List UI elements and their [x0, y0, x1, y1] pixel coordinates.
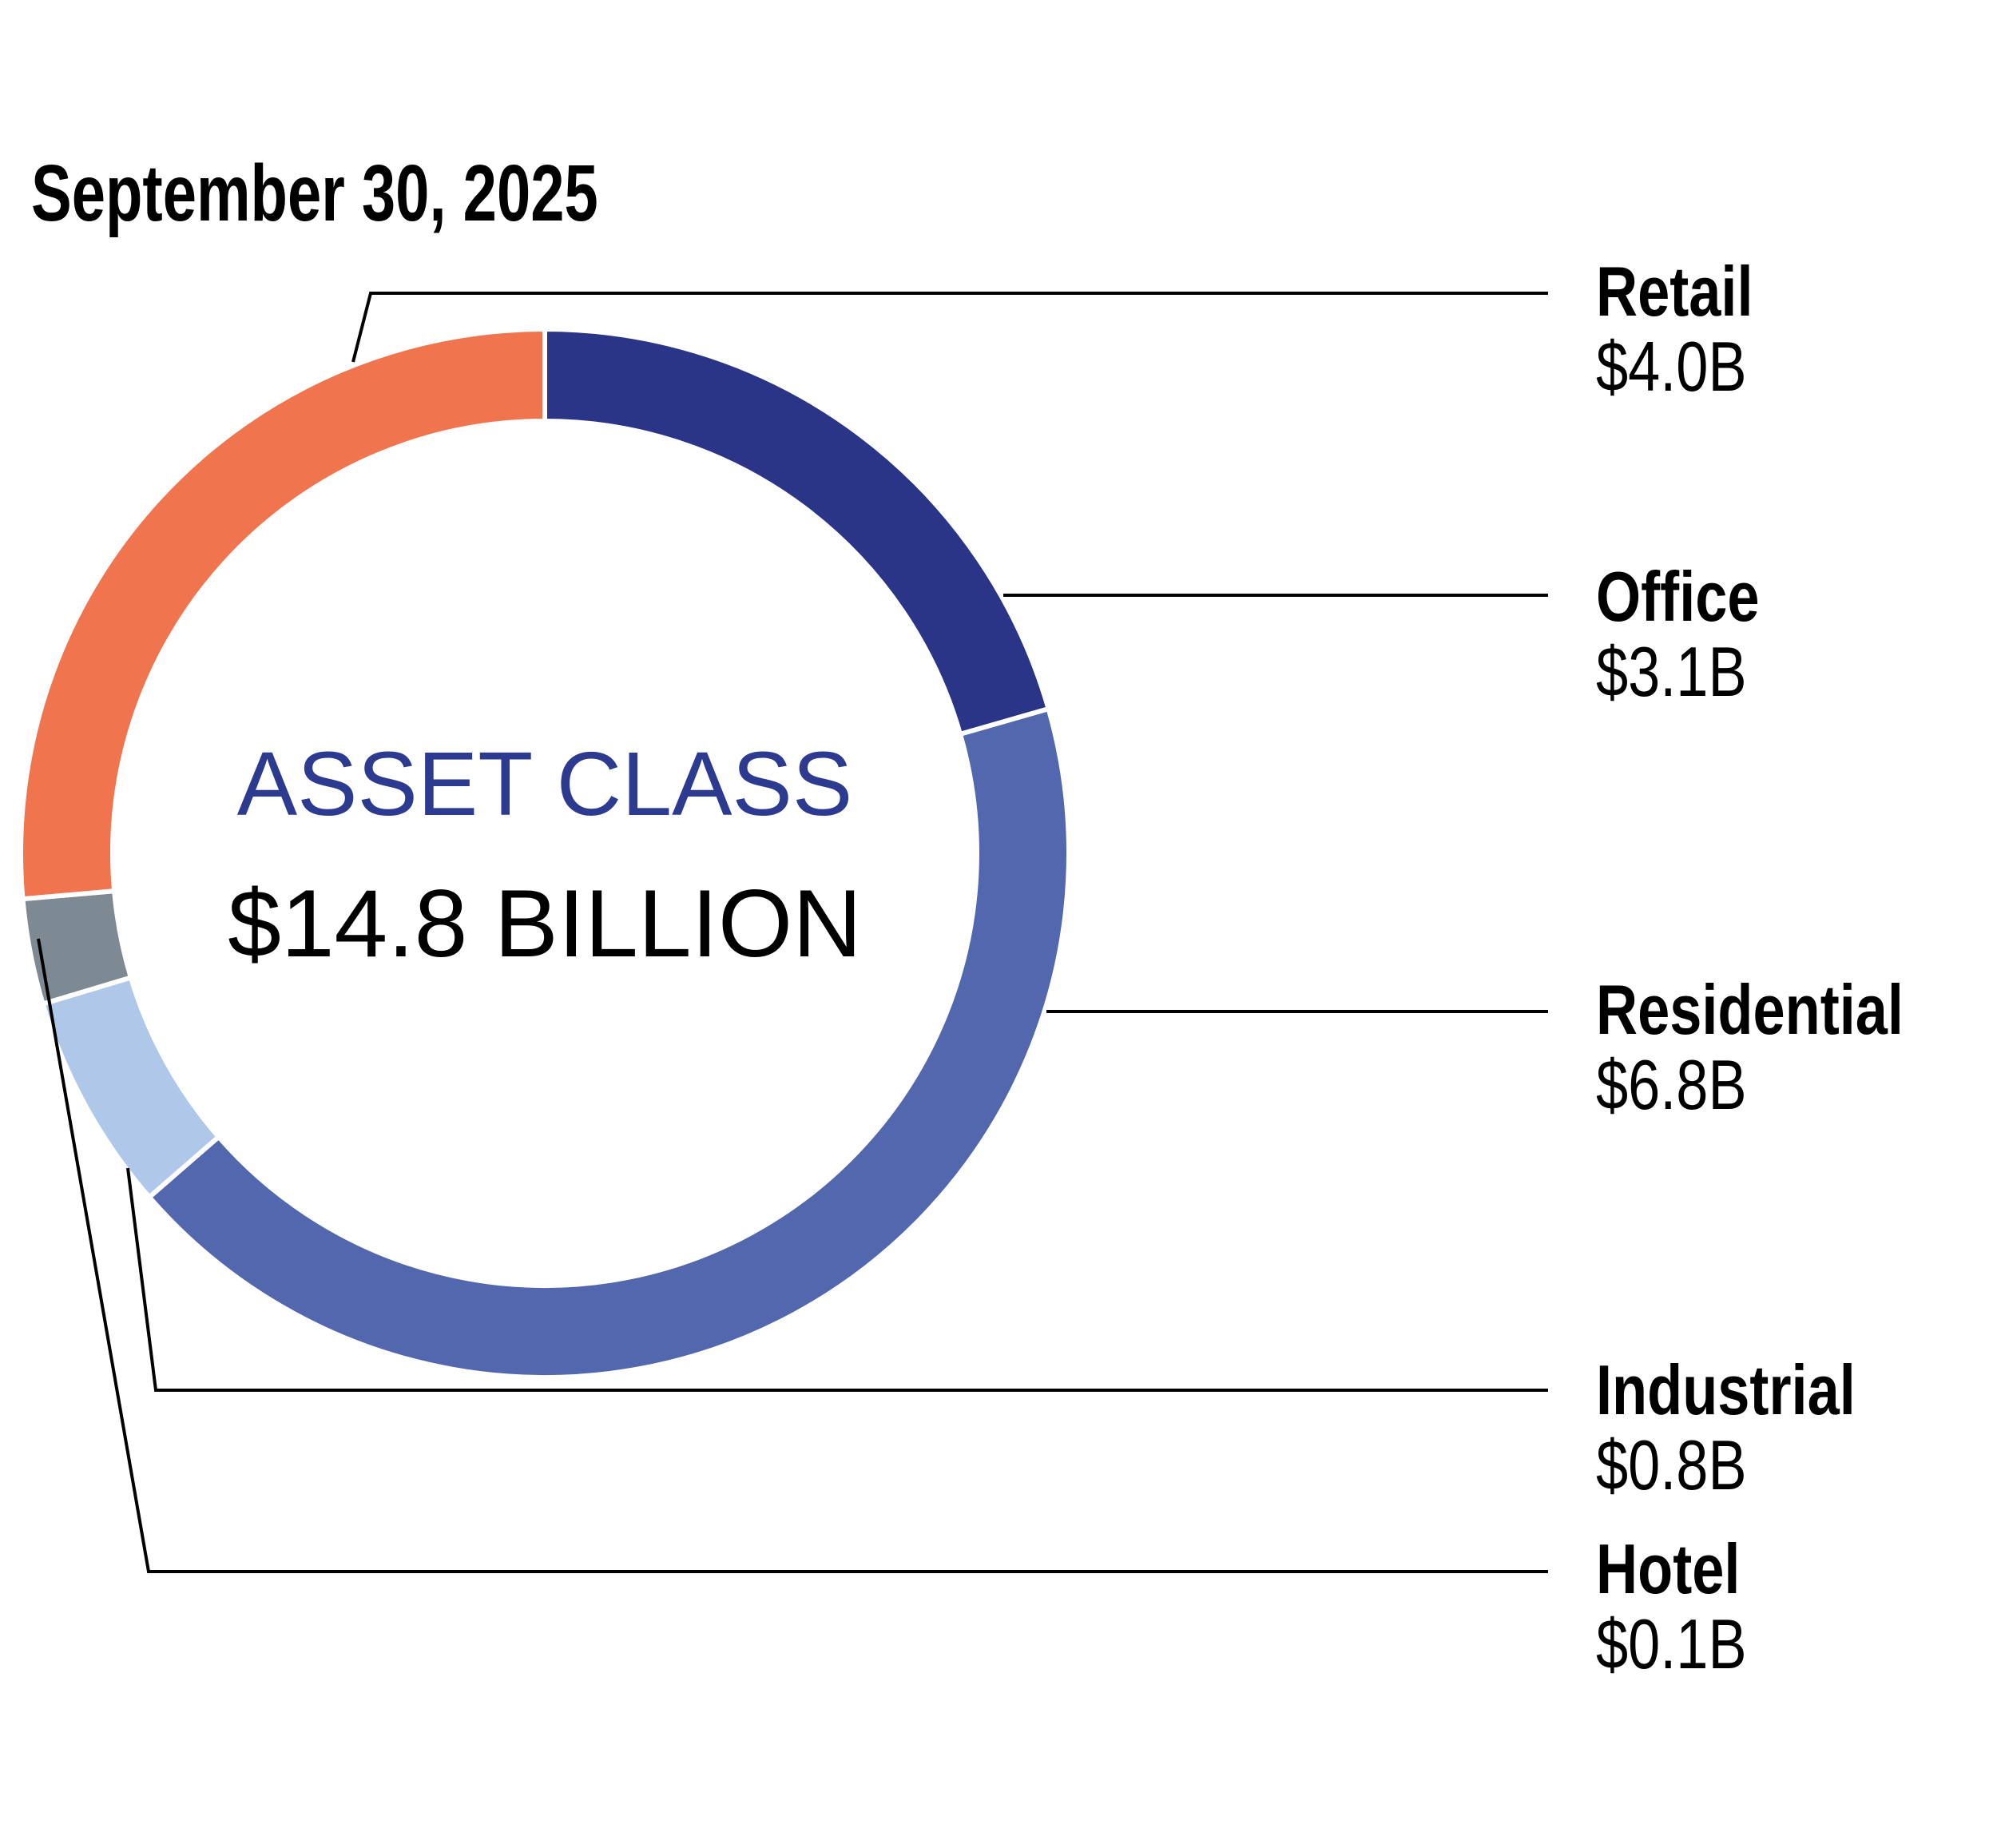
segment-label-office: Office $3.1B — [1596, 557, 1760, 712]
segment-label-hotel: Hotel $0.1B — [1596, 1529, 1747, 1684]
segment-name-retail: Retail — [1596, 252, 1753, 331]
segment-name-industrial: Industrial — [1596, 1350, 1856, 1429]
segment-label-industrial: Industrial $0.8B — [1596, 1350, 1856, 1505]
donut-segment-residential — [145, 705, 1071, 1380]
segment-value-residential: $6.8B — [1596, 1045, 1747, 1125]
segment-name-hotel: Hotel — [1596, 1529, 1741, 1608]
donut-segment-office — [542, 326, 1052, 737]
segment-label-retail: Retail $4.0B — [1596, 252, 1753, 407]
leader-line-industrial — [126, 1167, 1548, 1392]
donut-center-title: ASSET CLASS — [236, 733, 853, 834]
leader-line-hotel — [37, 938, 1548, 1573]
page-title: September 30, 2025 — [31, 149, 598, 238]
segment-value-retail: $4.0B — [1596, 327, 1747, 407]
segment-name-office: Office — [1596, 557, 1760, 636]
segment-value-industrial: $0.8B — [1596, 1425, 1747, 1505]
segment-name-residential: Residential — [1596, 970, 1904, 1049]
segment-label-residential: Residential $6.8B — [1596, 972, 1904, 1123]
donut-center-total: $14.8 BILLION — [228, 870, 862, 977]
leader-line-retail — [351, 292, 1548, 363]
donut-segment-retail — [18, 326, 547, 902]
segment-value-office: $3.1B — [1596, 632, 1747, 712]
segment-value-hotel: $0.1B — [1596, 1604, 1747, 1684]
